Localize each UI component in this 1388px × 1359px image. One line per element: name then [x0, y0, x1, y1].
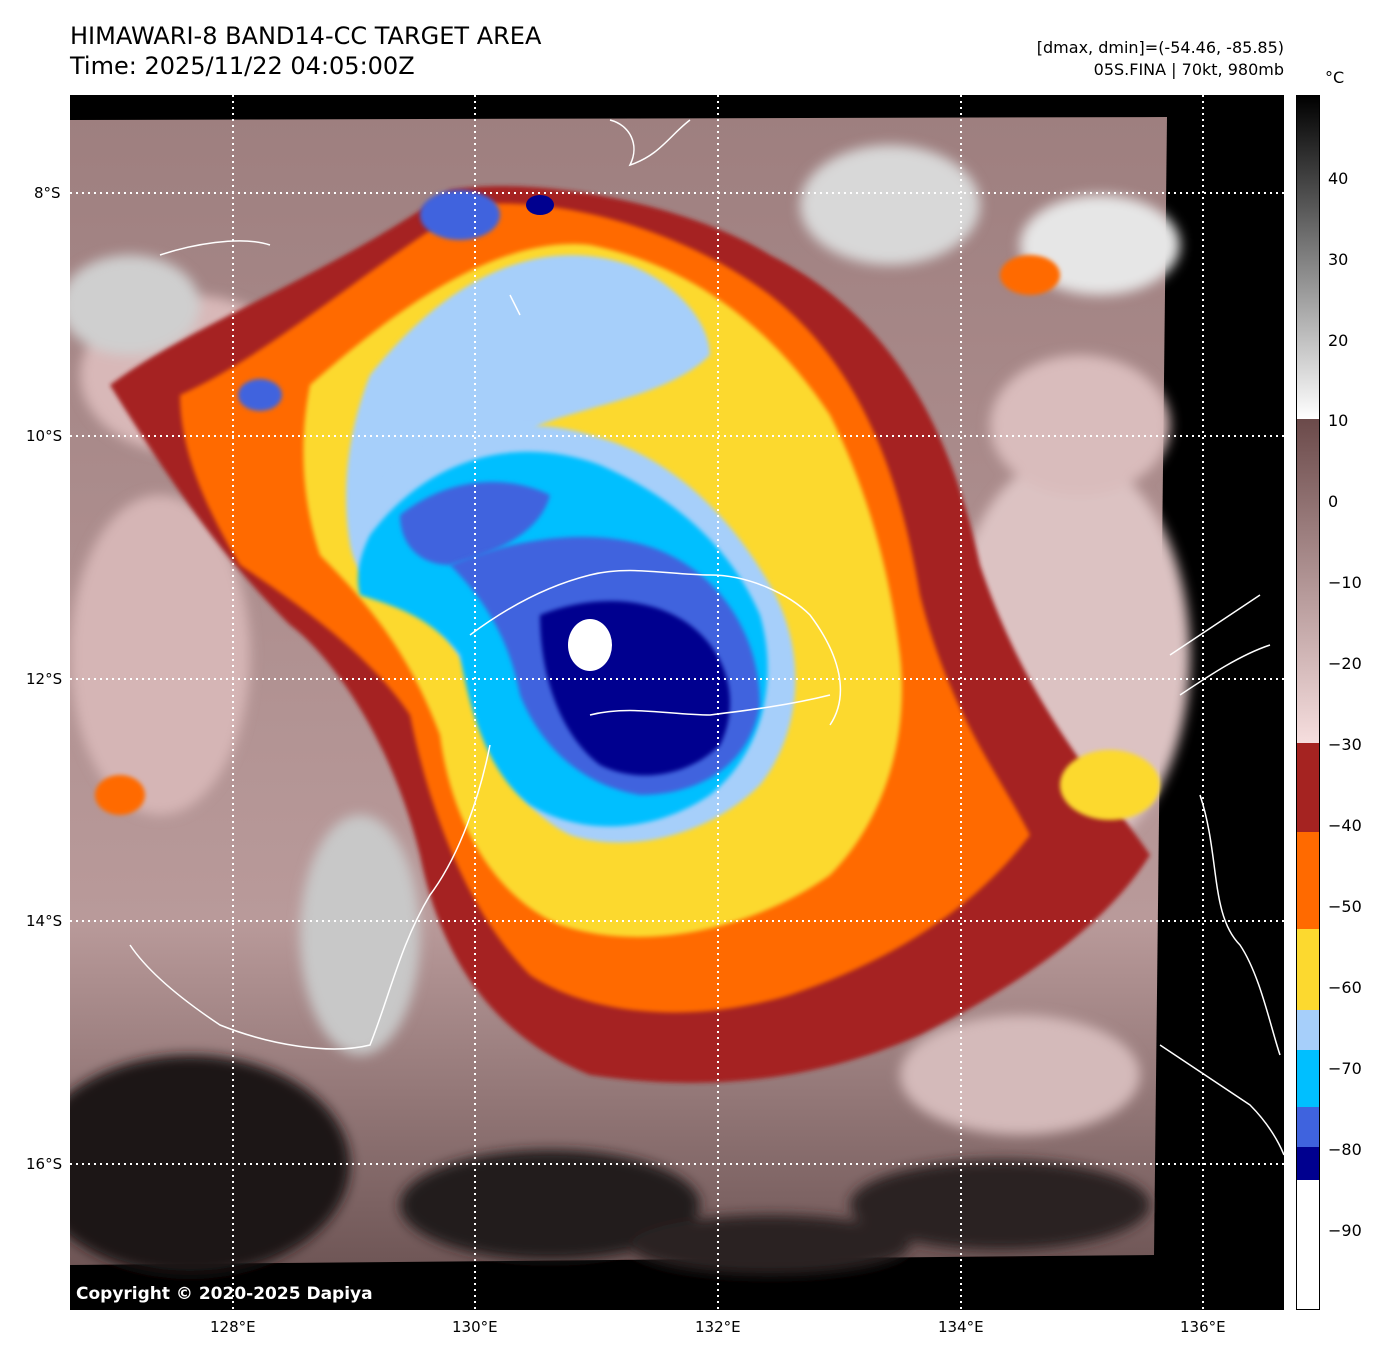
colorbar-tick-label: 20	[1328, 331, 1349, 350]
lon-label-132e: 132°E	[695, 1318, 741, 1336]
colorbar-tick-label: 10	[1328, 411, 1349, 430]
lat-label-12s: 12°S	[26, 670, 63, 688]
colorbar-segment	[1297, 96, 1319, 420]
copyright-text: Copyright © 2020-2025 Dapiya	[76, 1284, 373, 1304]
colorbar-segment	[1297, 1147, 1319, 1180]
lon-label-136e: 136°E	[1180, 1318, 1226, 1336]
lat-label-16s: 16°S	[26, 1155, 63, 1173]
lon-label-128e: 128°E	[210, 1318, 256, 1336]
colorbar-tick-label: 30	[1328, 250, 1349, 269]
cloud-field	[70, 145, 1190, 1275]
colorbar-tick-label: 40	[1328, 169, 1349, 188]
colorbar-unit: °C	[1325, 68, 1345, 87]
dmax-dmin-text: [dmax, dmin]=(-54.46, -85.85)	[1036, 38, 1284, 57]
storm-info-text: 05S.FINA | 70kt, 980mb	[1093, 60, 1284, 79]
colorbar-tick-label: −80	[1328, 1140, 1362, 1159]
colorbar-segment	[1297, 419, 1319, 743]
title-line-1: HIMAWARI-8 BAND14-CC TARGET AREA	[70, 22, 542, 50]
colorbar-tick-label: −60	[1328, 978, 1362, 997]
coastlines	[129, 119, 1284, 1156]
title-line-2: Time: 2025/11/22 04:05:00Z	[70, 52, 415, 80]
lon-label-134e: 134°E	[938, 1318, 984, 1336]
colorbar-segment	[1297, 1179, 1319, 1309]
colorbar-tick-label: 0	[1328, 492, 1339, 511]
colorbar-segment	[1297, 742, 1319, 832]
storm-eye	[568, 619, 612, 671]
colorbar-tick-label: −50	[1328, 897, 1362, 916]
colorbar-tick-label: −20	[1328, 654, 1362, 673]
colorbar-segment	[1297, 831, 1319, 929]
lat-label-10s: 10°S	[26, 427, 63, 445]
colorbar-segment	[1297, 928, 1319, 1010]
satellite-image-map	[70, 95, 1284, 1310]
colorbar-tick-label: −70	[1328, 1059, 1362, 1078]
map-svg	[70, 95, 1284, 1310]
colorbar-tick-label: −30	[1328, 735, 1362, 754]
colorbar	[1296, 95, 1320, 1310]
colorbar-tick-label: −90	[1328, 1221, 1362, 1240]
lat-label-14s: 14°S	[26, 912, 63, 930]
colorbar-segment	[1297, 1050, 1319, 1107]
lat-label-8s: 8°S	[34, 184, 61, 202]
colorbar-segment	[1297, 1106, 1319, 1148]
colorbar-tick-label: −10	[1328, 573, 1362, 592]
lon-label-130e: 130°E	[452, 1318, 498, 1336]
colorbar-segment	[1297, 1009, 1319, 1051]
storm-cloud	[95, 186, 1160, 1083]
graticule	[70, 95, 1284, 1310]
colorbar-tick-label: −40	[1328, 816, 1362, 835]
